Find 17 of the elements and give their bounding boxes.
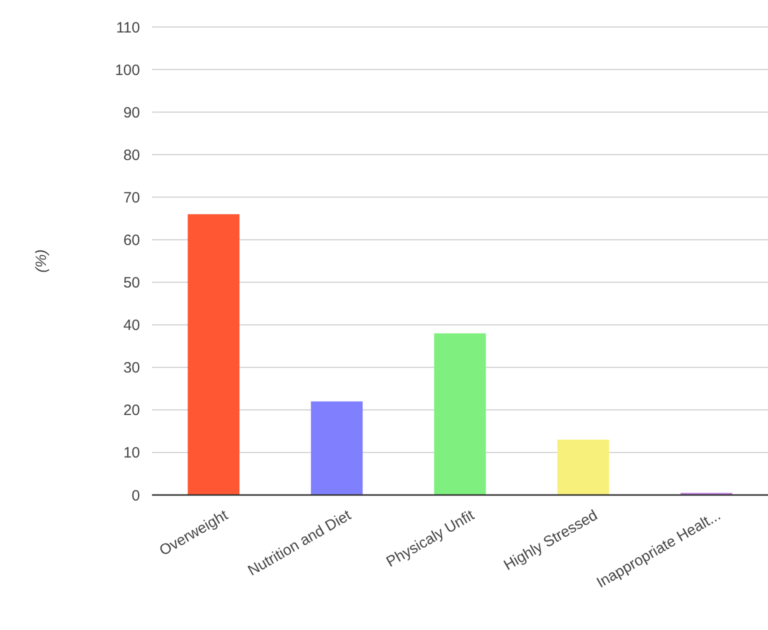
y-tick-label: 0 [132, 487, 140, 504]
bar [434, 333, 486, 495]
bar [557, 440, 610, 495]
y-tick-label: 90 [123, 104, 140, 122]
y-tick-label: 100 [114, 62, 140, 79]
y-tick-label: 10 [123, 444, 140, 462]
y-tick-label: 30 [123, 360, 140, 377]
y-tick-label: 50 [123, 274, 140, 292]
y-tick-label: 60 [123, 232, 140, 249]
y-tick-label: 70 [123, 189, 140, 206]
y-axis-title: (%) [33, 249, 50, 273]
bar [310, 401, 363, 495]
y-tick-label: 40 [123, 317, 140, 334]
y-tick-label: 20 [123, 402, 140, 420]
bar [188, 214, 240, 495]
y-tick-label: 80 [123, 146, 140, 164]
y-tick-label: 110 [116, 19, 140, 36]
